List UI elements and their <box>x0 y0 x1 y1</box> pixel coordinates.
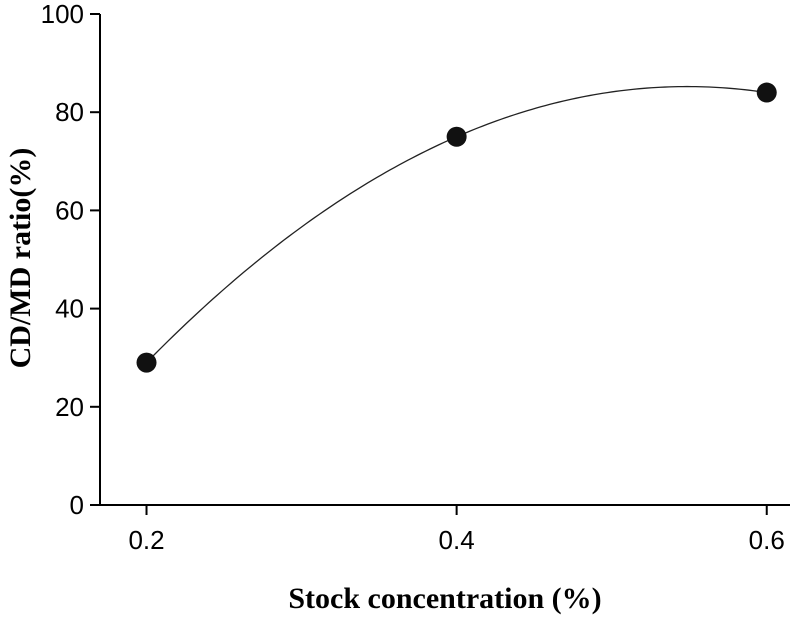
plot-area: 0 20 40 60 80 100 0.2 0.4 0.6 <box>41 0 790 555</box>
y-axis-title: CD/MD ratio(%) <box>4 148 37 369</box>
x-tick-label: 0.6 <box>749 525 785 555</box>
y-tick-label: 80 <box>55 97 84 127</box>
y-tick-label: 20 <box>55 392 84 422</box>
x-tick-label: 0.4 <box>439 525 475 555</box>
data-point <box>136 352 157 373</box>
y-tick-label: 40 <box>55 294 84 324</box>
x-axis-title: Stock concentration (%) <box>288 582 601 615</box>
y-tick-label: 0 <box>70 490 84 520</box>
data-point <box>756 82 777 103</box>
data-point <box>446 126 467 147</box>
x-tick-label: 0.2 <box>128 525 164 555</box>
y-tick-label: 60 <box>55 195 84 225</box>
y-tick-label: 100 <box>41 0 84 29</box>
